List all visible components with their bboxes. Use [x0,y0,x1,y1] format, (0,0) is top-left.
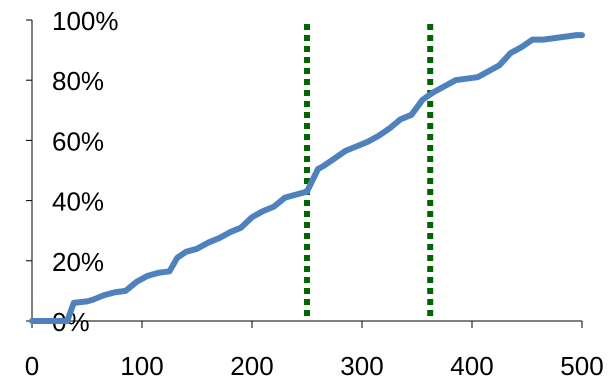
y-tick-label: 40% [52,187,104,217]
series-line [29,32,585,324]
x-tick-label: 0 [25,351,39,381]
y-tick-label: 80% [52,66,104,96]
x-tick-label: 400 [450,351,493,381]
y-tick-label: 60% [52,126,104,156]
x-tick-label: 300 [340,351,383,381]
x-tick-label: 500 [560,351,603,381]
y-tick-label: 20% [52,247,104,277]
x-tick-label: 100 [120,351,163,381]
y-tick-label: 100% [52,6,119,36]
x-tick-label: 200 [230,351,273,381]
